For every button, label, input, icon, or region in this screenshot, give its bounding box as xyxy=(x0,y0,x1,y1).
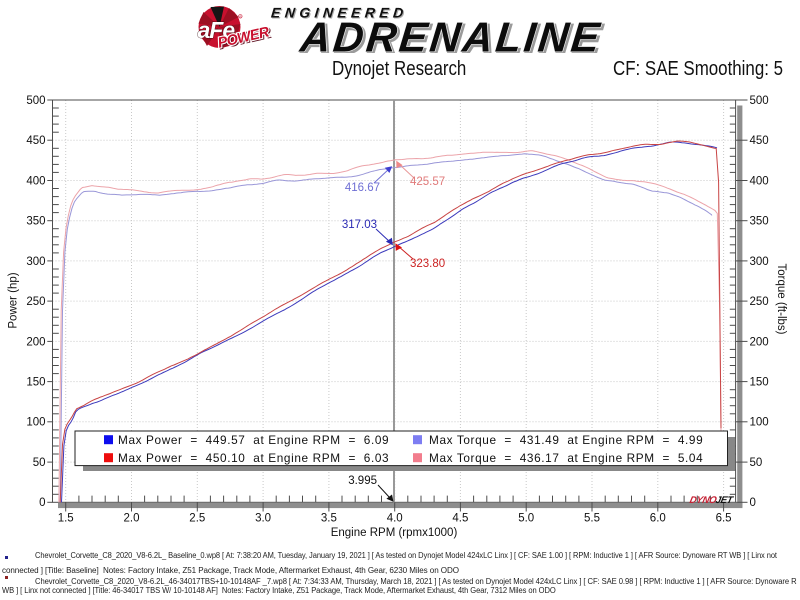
svg-text:1.5: 1.5 xyxy=(58,513,74,525)
svg-text:DYNO: DYNO xyxy=(688,495,718,506)
svg-text:500: 500 xyxy=(26,95,45,107)
svg-text:100: 100 xyxy=(26,417,45,429)
svg-text:50: 50 xyxy=(33,457,46,469)
svg-text:ADRENALINE: ADRENALINE xyxy=(297,14,604,53)
svg-text:317.03: 317.03 xyxy=(342,219,377,231)
svg-text:250: 250 xyxy=(750,296,769,308)
svg-text:4.0: 4.0 xyxy=(387,513,403,525)
svg-text:2.5: 2.5 xyxy=(189,513,205,525)
svg-text:ENGINEERED: ENGINEERED xyxy=(270,5,408,20)
svg-text:450: 450 xyxy=(26,135,45,147)
svg-text:Max Torque = 431.49 at Engi: Max Torque = 431.49 at Engine RPM = 4.99 xyxy=(429,433,703,447)
svg-text:Torque (ft-lbs): Torque (ft-lbs) xyxy=(775,264,787,335)
svg-text:200: 200 xyxy=(750,336,769,348)
svg-text:425.57: 425.57 xyxy=(410,176,445,188)
svg-text:Max Power = 450.10 at Engin: Max Power = 450.10 at Engine RPM = 6.03 xyxy=(118,451,389,465)
svg-text:Power (hp): Power (hp) xyxy=(8,272,20,328)
svg-text:450: 450 xyxy=(750,135,769,147)
svg-text:5.5: 5.5 xyxy=(584,513,600,525)
svg-text:aFe: aFe xyxy=(198,17,236,43)
svg-text:150: 150 xyxy=(26,377,45,389)
svg-text:350: 350 xyxy=(750,216,769,228)
svg-text:300: 300 xyxy=(750,256,769,268)
svg-text:400: 400 xyxy=(750,175,769,187)
svg-text:400: 400 xyxy=(26,175,45,187)
svg-text:323.80: 323.80 xyxy=(410,258,445,270)
svg-text:250: 250 xyxy=(26,296,45,308)
svg-text:4.5: 4.5 xyxy=(452,513,468,525)
svg-text:6.5: 6.5 xyxy=(716,513,732,525)
svg-text:Engine RPM (rpmx1000): Engine RPM (rpmx1000) xyxy=(331,527,458,539)
svg-text:3.0: 3.0 xyxy=(255,513,271,525)
svg-text:350: 350 xyxy=(26,216,45,228)
svg-text:ENGINEERED: ENGINEERED xyxy=(271,6,409,22)
svg-text:0: 0 xyxy=(750,497,756,509)
svg-text:3.995: 3.995 xyxy=(348,475,377,487)
svg-text:50: 50 xyxy=(750,457,763,469)
svg-text:Max Torque = 436.17 at Engi: Max Torque = 436.17 at Engine RPM = 5.04 xyxy=(429,451,703,465)
svg-text:ADRENALINE: ADRENALINE xyxy=(299,15,606,53)
svg-text:2.0: 2.0 xyxy=(124,513,140,525)
svg-text:200: 200 xyxy=(26,336,45,348)
svg-text:6.0: 6.0 xyxy=(650,513,666,525)
svg-text:500: 500 xyxy=(750,95,769,107)
svg-text:0: 0 xyxy=(39,497,45,509)
svg-text:Max Power = 449.57 at Engin: Max Power = 449.57 at Engine RPM = 6.09 xyxy=(118,433,389,447)
svg-text:150: 150 xyxy=(750,377,769,389)
svg-text:416.67: 416.67 xyxy=(345,182,380,194)
svg-text:100: 100 xyxy=(750,417,769,429)
svg-text:3.5: 3.5 xyxy=(321,513,337,525)
svg-text:5.0: 5.0 xyxy=(518,513,534,525)
svg-text:300: 300 xyxy=(26,256,45,268)
svg-text:R: R xyxy=(239,15,242,19)
svg-text:JET: JET xyxy=(714,495,734,506)
